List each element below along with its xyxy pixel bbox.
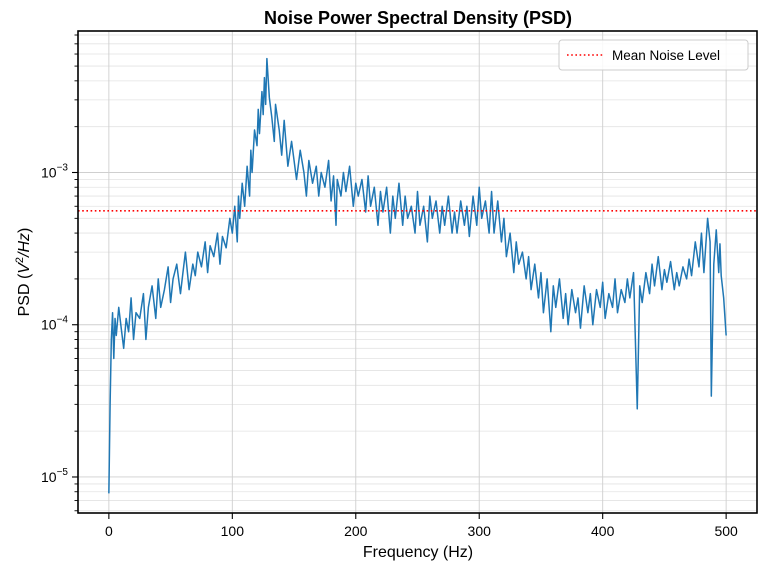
x-axis-label: Frequency (Hz) [363,544,473,561]
legend-mean-noise-label: Mean Noise Level [612,48,720,63]
x-tick-label: 100 [221,523,245,539]
y-tick-label: 10−4 [41,315,68,333]
axis-ticks: 10−5 10−4 10−3 0 100 200 300 400 500 [41,34,738,539]
data-layer [78,57,757,494]
x-tick-label: 200 [344,523,368,539]
x-tick-label: 500 [714,523,738,539]
y-tick-label: 10−3 [41,162,68,180]
chart-title: Noise Power Spectral Density (PSD) [264,8,572,28]
grid [78,31,757,513]
y-tick-label: 10−5 [41,467,68,485]
y-axis-label: PSD (V2/Hz) [14,228,33,317]
legend: Mean Noise Level [558,39,749,71]
x-tick-label: 0 [105,523,113,539]
x-tick-label: 400 [591,523,615,539]
legend-box [558,39,749,71]
plot-frame [77,30,758,514]
psd-series-line [108,57,727,494]
x-tick-label: 300 [468,523,492,539]
